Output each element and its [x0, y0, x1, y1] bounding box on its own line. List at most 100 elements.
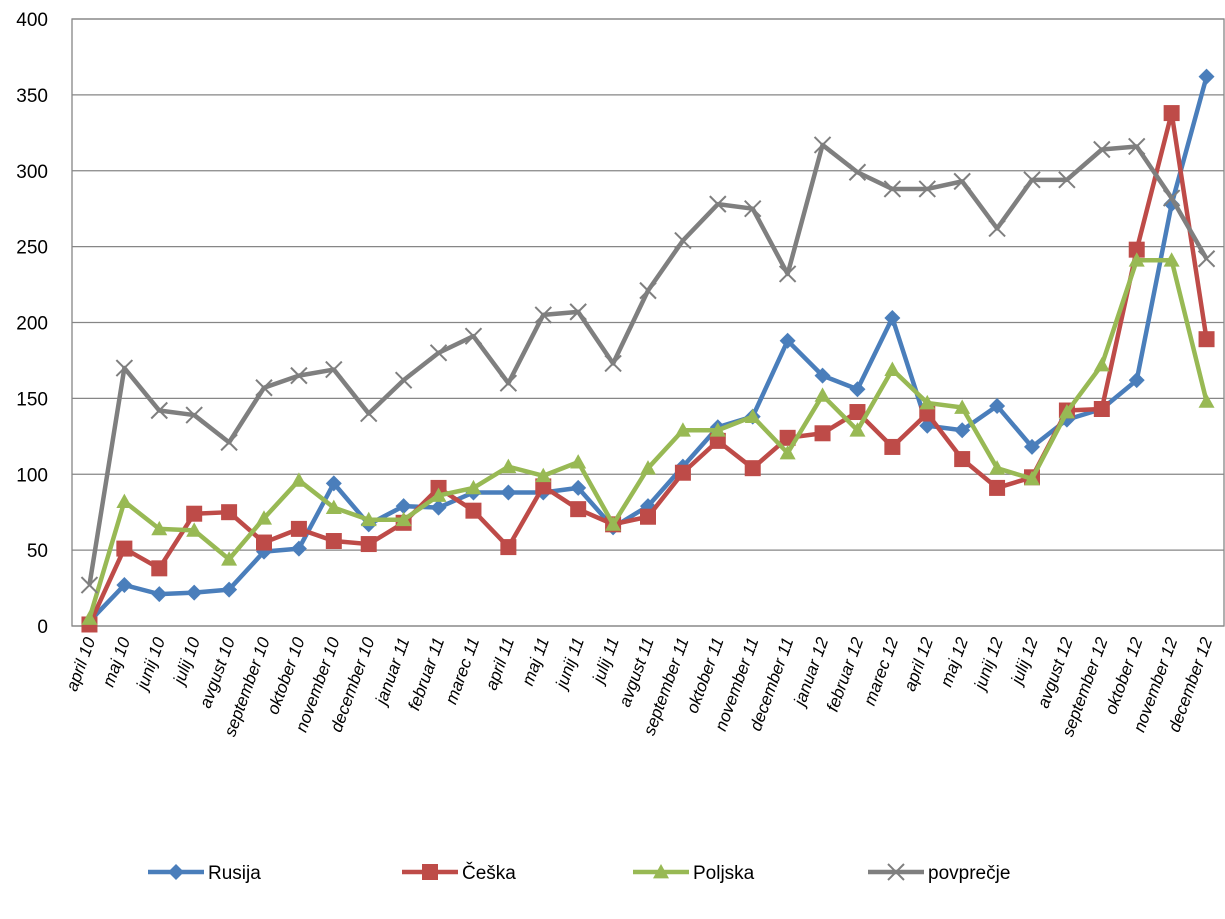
- marker: [1198, 393, 1215, 408]
- y-tick-label: 350: [16, 86, 48, 107]
- marker: [465, 502, 482, 519]
- marker: [221, 504, 238, 521]
- marker: [954, 451, 971, 468]
- marker: [464, 327, 483, 345]
- marker: [395, 498, 412, 515]
- marker: [1198, 331, 1215, 348]
- marker: [1023, 171, 1041, 189]
- marker: [1163, 252, 1180, 267]
- marker: [779, 429, 796, 446]
- marker: [954, 399, 971, 414]
- marker: [884, 309, 901, 326]
- marker: [849, 404, 866, 421]
- marker: [1128, 372, 1145, 389]
- marker: [80, 576, 99, 594]
- marker: [1198, 68, 1215, 85]
- marker: [849, 381, 866, 398]
- marker: [255, 379, 273, 397]
- marker: [569, 303, 587, 321]
- marker: [1197, 250, 1216, 268]
- marker: [116, 577, 133, 594]
- marker: [360, 511, 377, 527]
- marker: [813, 136, 832, 154]
- marker: [744, 199, 762, 218]
- marker: [744, 408, 761, 423]
- x-tick-label: marec 12: [860, 634, 902, 708]
- x-tick-label: julij 12: [1007, 634, 1042, 688]
- marker: [988, 219, 1006, 238]
- marker: [1093, 400, 1110, 417]
- marker: [1163, 105, 1180, 122]
- marker: [674, 231, 692, 250]
- y-tick-label: 400: [16, 10, 48, 31]
- marker: [1128, 137, 1146, 156]
- marker: [290, 366, 308, 385]
- plot-border: [71, 18, 1225, 627]
- marker: [394, 371, 413, 389]
- marker: [919, 394, 936, 410]
- x-tick-label: maj 10: [99, 634, 134, 689]
- marker: [325, 499, 342, 515]
- legend-label: Češka: [462, 862, 516, 884]
- marker: [500, 458, 517, 474]
- marker: [430, 487, 447, 502]
- marker: [535, 467, 552, 483]
- marker: [918, 180, 936, 198]
- marker: [709, 432, 726, 449]
- marker: [325, 360, 343, 379]
- marker: [499, 374, 518, 392]
- marker: [1058, 171, 1076, 189]
- marker: [640, 460, 656, 475]
- marker: [779, 332, 796, 349]
- marker: [186, 522, 203, 537]
- legend-label: povprečje: [928, 863, 1010, 884]
- marker: [151, 520, 168, 536]
- y-tick-label: 100: [16, 465, 48, 486]
- x-tick-label: junij 10: [132, 634, 169, 694]
- marker: [674, 422, 691, 437]
- marker: [954, 422, 971, 439]
- marker: [1093, 140, 1111, 159]
- marker: [360, 536, 377, 553]
- marker: [640, 508, 656, 525]
- marker: [709, 195, 727, 213]
- marker: [429, 344, 448, 362]
- x-tick-label: julij 10: [169, 634, 204, 688]
- marker: [744, 460, 761, 477]
- marker: [221, 581, 238, 598]
- marker: [604, 354, 622, 373]
- marker: [1024, 470, 1040, 486]
- marker: [221, 551, 238, 566]
- marker: [430, 499, 447, 516]
- y-tick-label: 250: [16, 238, 48, 259]
- marker: [1128, 241, 1145, 258]
- marker: [709, 422, 726, 437]
- marker: [500, 539, 517, 556]
- marker: [884, 438, 901, 455]
- x-tick-label: julij 11: [588, 635, 623, 687]
- marker: [465, 479, 482, 495]
- x-tick-label: april 11: [482, 635, 518, 693]
- marker: [81, 610, 98, 625]
- marker: [989, 479, 1006, 496]
- marker: [290, 540, 307, 557]
- marker: [570, 501, 587, 518]
- marker: [953, 172, 971, 191]
- marker: [422, 864, 438, 880]
- marker: [325, 533, 342, 550]
- marker: [814, 367, 831, 384]
- marker: [919, 405, 936, 422]
- marker: [220, 433, 238, 452]
- marker: [185, 406, 203, 424]
- x-tick-label: junij 11: [551, 635, 588, 693]
- x-tick-label: maj 11: [518, 635, 553, 688]
- marker: [290, 472, 307, 487]
- marker: [849, 422, 866, 437]
- marker: [360, 404, 378, 423]
- y-tick-label: 300: [16, 162, 48, 183]
- marker: [883, 180, 902, 198]
- x-tick-label: marec 11: [442, 635, 484, 707]
- legend-label: Rusija: [208, 863, 261, 884]
- marker: [848, 163, 867, 181]
- marker: [116, 540, 133, 557]
